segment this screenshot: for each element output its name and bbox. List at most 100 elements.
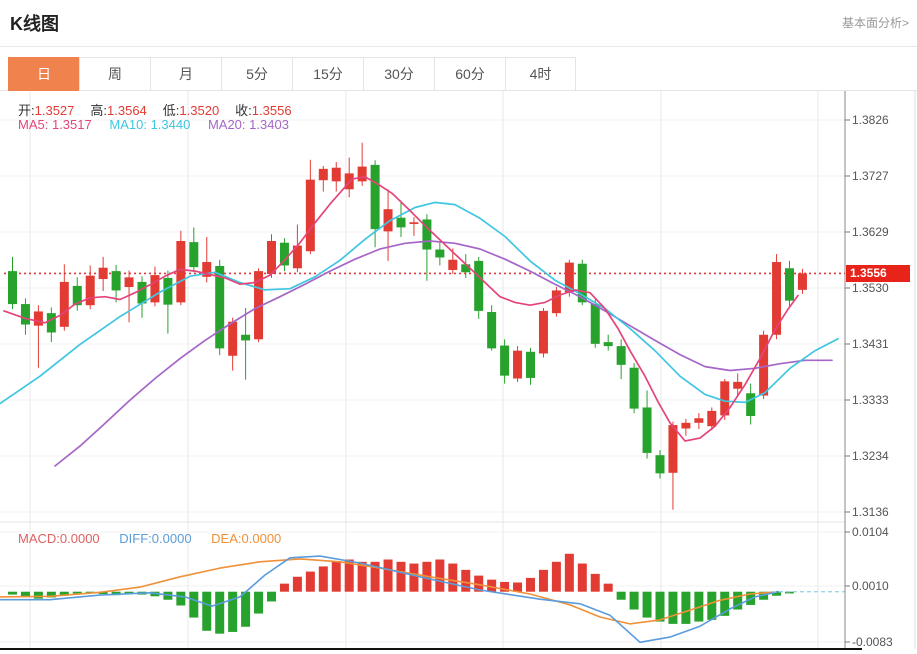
macd-histogram-bar [681,591,691,624]
ma10-value: MA10: 1.3440 [109,117,190,132]
macd-histogram-bar [370,561,380,592]
axis-tick-label: -0.0083 [852,635,893,649]
ma20-line [54,240,833,467]
candle-body [202,262,212,277]
candle-body [526,351,535,378]
candle-body [20,304,30,325]
tab-period-15分[interactable]: 15分 [292,57,363,91]
macd-histogram-bar [564,553,574,592]
macd-histogram-bar [215,591,225,634]
macd-histogram-bar [616,591,626,600]
macd-histogram-bar [72,591,82,594]
dea-label: DEA: [211,531,242,546]
ma10-line [0,201,839,405]
macd-histogram-bar [733,591,743,610]
macd-histogram-bar [577,563,587,592]
high-value: 1.3564 [107,103,147,118]
candle-body [163,277,173,305]
candle-body [228,321,238,356]
open-label: 开: [18,103,35,118]
candle-body [785,268,794,301]
macd-histogram-bar [500,581,510,592]
ma5-value: MA5: 1.3517 [18,117,92,132]
candle-body [318,168,328,181]
fundamental-analysis-link[interactable]: 基本面分析> [841,16,909,30]
period-tabbar: 日周月 5分 15分 30分 60分 4时 [0,57,917,91]
tab-period-4时[interactable]: 4时 [505,57,576,91]
macd-histogram-bar [59,591,69,596]
candle-body [772,262,782,335]
macd-histogram-bar [396,561,406,592]
ma20-label: MA20: [207,117,246,132]
candle-body [189,242,199,268]
macd-histogram-bar [538,569,548,592]
macd-histogram-bar [46,591,56,598]
macd-histogram-bar [344,559,354,592]
candle-body [616,346,626,365]
tab-period-30分[interactable]: 30分 [363,57,434,91]
ma10-number: 1.3440 [150,117,191,132]
diff-number: 0.0000 [151,531,192,546]
candle-body [215,266,225,349]
candle-body [500,345,510,376]
candle-body [241,334,251,341]
macd-histogram-bar [20,591,30,597]
macd-histogram-bar [111,591,121,596]
candle-body [577,263,587,303]
axis-tick-label: 1.3431 [852,337,889,351]
macd-histogram-bar [254,591,264,614]
tab-period-60分[interactable]: 60分 [434,57,505,91]
tab-period-月[interactable]: 月 [150,57,221,91]
candle-body [33,311,43,326]
candle-body [383,209,393,232]
macd-label: MACD: [18,531,60,546]
ma5-number: 1.3517 [51,117,92,132]
tab-period-周[interactable]: 周 [79,57,150,91]
macd-histogram-bar [474,575,484,592]
candle-body [254,271,264,340]
macd-histogram-bar [279,583,289,592]
tab-period-5分[interactable]: 5分 [221,57,292,91]
candle-body [8,271,17,305]
candle-body [85,275,95,306]
dea-number: 0.0000 [241,531,282,546]
axis-tick-label: 1.3727 [852,169,889,183]
macd-histogram-bar [305,571,315,592]
macd-value: MACD:0.0000 [18,531,100,546]
axis-tick-label: 1.3530 [852,281,889,295]
ma20-value: MA20: 1.3403 [208,117,289,132]
candle-body [267,241,276,274]
macd-histogram-bar [435,559,445,592]
macd-histogram-bar [642,591,652,618]
candle-body [409,222,419,224]
low-value: 1.3520 [179,103,220,118]
current-price-badge: 1.3556 [846,264,910,282]
axis-tick-label: 1.3826 [852,113,889,127]
ma5-label: MA5: [18,117,49,132]
candle-body [59,281,69,327]
dea-value: DEA:0.0000 [211,531,281,546]
candle-body [655,455,665,474]
candle-body [46,313,56,333]
candle-body [513,350,523,379]
candle-body [538,310,548,354]
ma5-line [3,175,799,442]
macd-histogram-bar [228,591,238,632]
ma10-label: MA10: [109,117,147,132]
tab-period-日[interactable]: 日 [8,57,79,91]
macd-histogram-bar [448,563,458,592]
macd-histogram-bar [513,582,523,592]
macd-histogram-bar [629,591,639,610]
diff-line [0,555,779,644]
macd-number: 0.0000 [59,531,100,546]
macd-histogram-bar [202,591,212,631]
title-divider [0,46,917,47]
macd-histogram-bar [707,591,717,620]
candle-body [396,217,406,228]
ma20-number: 1.3403 [249,117,289,132]
diff-label: DIFF: [119,531,152,546]
macd-histogram-bar [785,591,794,594]
candle-body [733,381,743,389]
